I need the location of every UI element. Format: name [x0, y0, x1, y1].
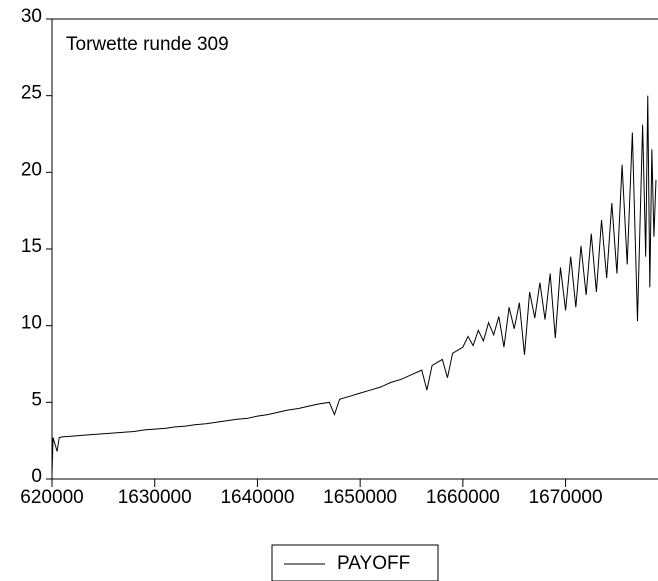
x-tick-label: 1640000: [220, 487, 294, 508]
data-line: [51, 95, 657, 475]
x-tick-label: 1660000: [426, 487, 500, 508]
y-tick-label: 15: [21, 236, 42, 257]
y-tick-label: 30: [21, 6, 42, 27]
y-tick-label: 20: [21, 159, 42, 180]
y-tick-label: 25: [21, 83, 42, 104]
x-tick-label: 620000: [20, 487, 83, 508]
y-tick-label: 5: [31, 389, 42, 410]
y-tick-label: 0: [31, 466, 42, 487]
annotation: Torwette runde 309: [66, 34, 229, 55]
y-tick-label: 10: [21, 313, 42, 334]
legend-label: PAYOFF: [337, 553, 410, 574]
x-tick-label: 1670000: [529, 487, 603, 508]
plot-frame: [51, 18, 658, 480]
x-tick-label: 1650000: [323, 487, 397, 508]
legend-box: [271, 544, 439, 581]
x-tick-label: 1630000: [118, 487, 192, 508]
